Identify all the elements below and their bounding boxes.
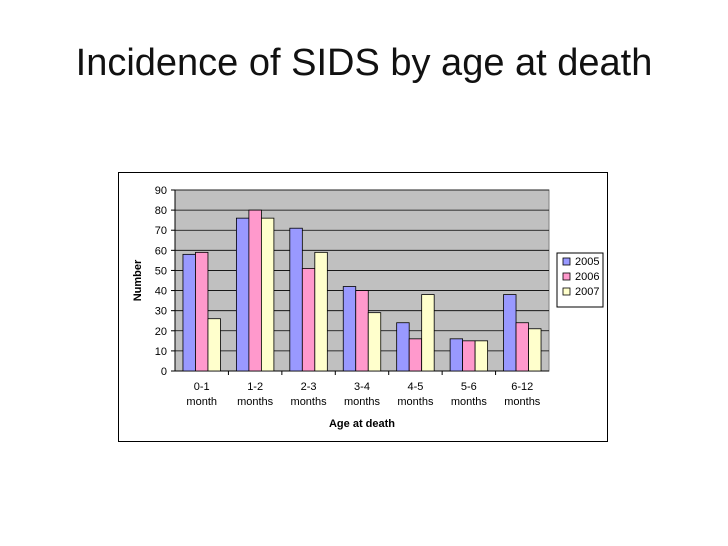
- y-tick-label-40: 40: [155, 286, 167, 298]
- bar-2006-5: [462, 340, 476, 372]
- x-tick-label-2-1: months: [291, 396, 328, 408]
- x-tick-label-0-1: month: [186, 396, 217, 408]
- y-tick-label-30: 30: [155, 306, 167, 318]
- x-tick-label-5-1: months: [451, 396, 488, 408]
- legend-label-2006: 2006: [575, 271, 599, 283]
- bar-2005-1: [235, 217, 250, 372]
- x-tick-label-1-1: months: [237, 396, 274, 408]
- y-tick-label-0: 0: [161, 366, 167, 378]
- legend-label-2007: 2007: [575, 286, 599, 298]
- x-tick-label-3-0: 3-4: [354, 381, 370, 393]
- legend-swatch-2005: [562, 257, 571, 266]
- bar-2007-5: [474, 340, 489, 372]
- y-tick-label-90: 90: [155, 185, 167, 197]
- bar-2005-3: [342, 286, 357, 372]
- bar-2007-6: [528, 328, 542, 372]
- bar-2006-0: [195, 251, 209, 372]
- bar-2005-2: [289, 227, 303, 372]
- bar-2006-4: [408, 338, 423, 372]
- bar-2005-4: [396, 322, 410, 372]
- y-tick-label-60: 60: [155, 245, 167, 257]
- x-tick-label-6-0: 6-12: [511, 381, 533, 393]
- x-axis-label: Age at death: [329, 418, 395, 430]
- slide-title: Incidence of SIDS by age at death: [75, 42, 653, 84]
- bar-2007-0: [207, 318, 221, 372]
- bar-2007-4: [421, 294, 435, 372]
- legend-swatch-2006: [562, 272, 571, 281]
- legend-swatch-2007: [562, 287, 571, 296]
- y-tick-label-70: 70: [155, 225, 167, 237]
- bar-2007-1: [260, 217, 275, 372]
- bar-2005-0: [182, 253, 196, 372]
- y-tick-label-80: 80: [155, 205, 167, 217]
- x-tick-label-1-0: 1-2: [247, 381, 263, 393]
- bar-2006-1: [248, 209, 262, 372]
- bar-2006-3: [355, 290, 369, 372]
- x-tick-label-3-1: months: [344, 396, 381, 408]
- y-tick-label-50: 50: [155, 265, 167, 277]
- y-axis-label: Number: [132, 259, 144, 301]
- y-tick-label-20: 20: [155, 326, 167, 338]
- bar-2006-2: [301, 268, 316, 372]
- legend-label-2005: 2005: [575, 256, 599, 268]
- bar-2005-6: [503, 294, 517, 372]
- bar-2007-3: [367, 312, 382, 372]
- x-tick-label-4-0: 4-5: [407, 381, 423, 393]
- x-tick-label-0-0: 0-1: [194, 381, 210, 393]
- bar-2006-6: [515, 322, 529, 372]
- x-tick-label-5-0: 5-6: [461, 381, 477, 393]
- bar-2007-2: [314, 251, 328, 372]
- bar-2005-5: [449, 338, 464, 372]
- x-tick-label-4-1: months: [397, 396, 434, 408]
- x-tick-label-6-1: months: [504, 396, 541, 408]
- y-tick-label-10: 10: [155, 346, 167, 358]
- x-tick-label-2-0: 2-3: [301, 381, 317, 393]
